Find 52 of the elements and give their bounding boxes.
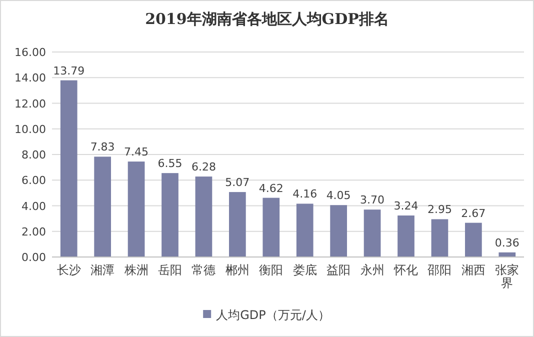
x-tick-label: 湘西	[461, 263, 486, 277]
bar	[262, 198, 280, 257]
y-tick-label: 2.00	[22, 225, 46, 238]
bar	[398, 215, 414, 257]
data-label: 7.83	[90, 140, 115, 154]
data-label: 0.36	[494, 236, 520, 250]
y-tick-label: 4.00	[22, 200, 46, 213]
data-label: 2.67	[461, 206, 486, 220]
y-tick-label: 6.00	[22, 174, 46, 188]
x-tick-label: 张家界	[495, 263, 520, 290]
data-label: 13.79	[53, 64, 85, 78]
x-tick-label: 郴州	[225, 263, 250, 277]
bar	[60, 80, 78, 257]
y-tick-label: 10.00	[14, 122, 46, 136]
data-label: 3.24	[394, 199, 418, 212]
x-tick-label: 益阳	[326, 263, 351, 277]
bar	[128, 162, 145, 257]
x-tick-label: 株洲	[123, 263, 148, 277]
bar	[94, 156, 111, 257]
x-tick-label: 长沙	[56, 263, 81, 277]
data-label: 4.05	[326, 189, 351, 202]
data-label: 7.45	[124, 146, 149, 159]
bar	[364, 210, 381, 257]
y-tick-label: 12.00	[14, 97, 46, 110]
legend: 人均GDP（万元/人）	[203, 308, 330, 322]
x-tick-label: 衡阳	[259, 263, 284, 277]
chart-title: 2019年湖南省各地区人均GDP排名	[145, 10, 389, 28]
bar	[195, 176, 212, 257]
x-tick-label: 湘潭	[90, 263, 115, 277]
x-tick-label: 怀化	[393, 263, 418, 277]
data-label: 2.95	[427, 203, 452, 216]
data-label: 3.70	[360, 194, 385, 207]
data-label: 5.07	[225, 176, 250, 190]
bar	[296, 204, 314, 257]
y-tick-label: 0.00	[22, 251, 46, 264]
x-tick-label: 娄底	[292, 263, 317, 277]
data-label: 6.55	[158, 157, 182, 170]
bar	[162, 173, 178, 257]
bar	[465, 222, 482, 257]
x-tick-label: 邵阳	[428, 263, 452, 277]
y-tick-label: 16.00	[14, 46, 46, 59]
bar	[330, 205, 347, 257]
bar	[431, 219, 448, 257]
x-tick-label: 永州	[360, 263, 384, 277]
y-tick-label: 8.00	[22, 148, 46, 162]
data-label: 4.16	[292, 188, 318, 201]
x-tick-label: 岳阳	[158, 263, 182, 277]
x-tick-label: 常德	[192, 263, 216, 277]
bar	[229, 192, 246, 257]
y-tick-label: 14.00	[14, 72, 46, 85]
data-label: 4.62	[258, 182, 284, 195]
data-label: 6.28	[191, 160, 216, 174]
